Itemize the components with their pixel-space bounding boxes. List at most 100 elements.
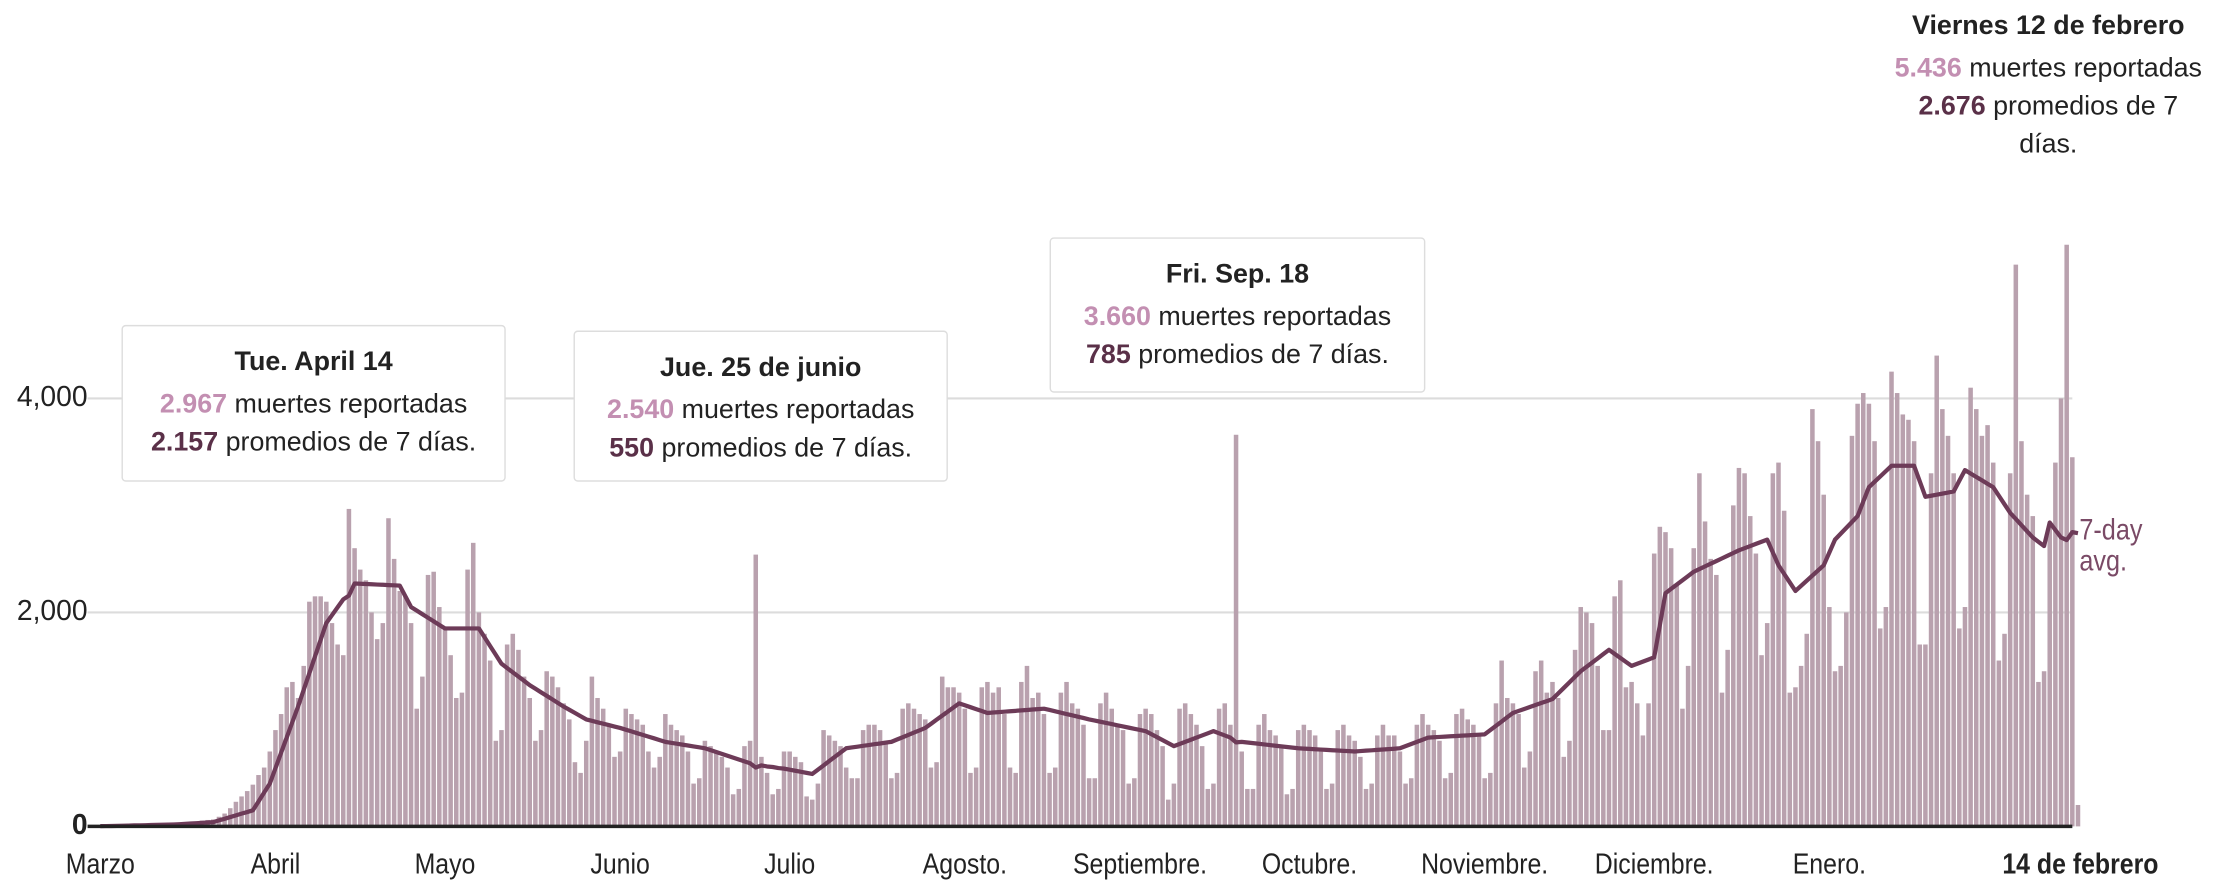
bar bbox=[1312, 735, 1318, 827]
bar bbox=[1352, 740, 1357, 827]
bar bbox=[1505, 697, 1510, 827]
bar bbox=[849, 778, 855, 827]
bar bbox=[1934, 355, 1939, 827]
bar bbox=[374, 639, 380, 827]
bar bbox=[1787, 692, 1793, 827]
bar bbox=[2075, 804, 2081, 827]
bar bbox=[979, 687, 985, 827]
bar bbox=[1047, 772, 1052, 827]
bar bbox=[1906, 419, 1911, 827]
bar bbox=[1171, 783, 1177, 827]
bar bbox=[1731, 505, 1736, 827]
bar bbox=[578, 772, 583, 827]
bar bbox=[1109, 708, 1114, 827]
bar bbox=[1697, 473, 1702, 827]
bar bbox=[1211, 783, 1216, 827]
bar bbox=[437, 607, 442, 827]
bar bbox=[1069, 703, 1075, 827]
bar bbox=[397, 590, 403, 827]
bar bbox=[968, 772, 973, 827]
bar bbox=[1369, 783, 1374, 827]
bar bbox=[1493, 703, 1499, 827]
x-tick-label: 14 de febrero bbox=[2002, 848, 2158, 880]
bar bbox=[793, 756, 798, 827]
bar bbox=[764, 772, 770, 827]
bar bbox=[250, 784, 256, 827]
bar bbox=[1216, 708, 1222, 827]
bar bbox=[917, 714, 922, 827]
bar bbox=[278, 714, 284, 827]
bar bbox=[640, 724, 646, 827]
bar bbox=[742, 746, 747, 827]
bar bbox=[832, 740, 838, 827]
bar bbox=[1646, 703, 1651, 827]
bar bbox=[945, 687, 951, 827]
bar bbox=[2070, 457, 2075, 827]
bar bbox=[1753, 553, 1759, 827]
bar bbox=[612, 756, 617, 827]
bar bbox=[1454, 714, 1459, 827]
bar bbox=[973, 767, 979, 827]
bar bbox=[312, 596, 318, 827]
bar bbox=[1329, 783, 1335, 827]
x-tick-label: Septiembre. bbox=[1073, 848, 1207, 880]
bar bbox=[239, 796, 244, 827]
bar bbox=[1589, 623, 1595, 827]
bar bbox=[1510, 703, 1516, 827]
bar bbox=[414, 708, 419, 827]
y-tick-label: 4,000 bbox=[17, 380, 88, 412]
bar bbox=[900, 708, 905, 827]
bar bbox=[1832, 671, 1838, 827]
bar bbox=[1075, 708, 1081, 827]
bar bbox=[2053, 462, 2058, 827]
bar bbox=[877, 730, 883, 827]
bar bbox=[934, 762, 939, 827]
bar bbox=[985, 681, 990, 827]
bar bbox=[1663, 532, 1668, 827]
bar bbox=[1341, 724, 1346, 827]
bar bbox=[1640, 735, 1646, 827]
bar bbox=[787, 751, 792, 827]
bar bbox=[1979, 435, 1985, 827]
bar bbox=[352, 548, 357, 827]
bar bbox=[1442, 778, 1448, 827]
bar bbox=[708, 746, 713, 827]
annotation-avg: 785 promedios de 7 días. bbox=[1051, 336, 1424, 374]
bar bbox=[759, 756, 764, 827]
bar bbox=[883, 740, 888, 827]
bar bbox=[1601, 730, 1606, 827]
bar bbox=[1137, 714, 1143, 827]
bar bbox=[1437, 740, 1442, 827]
bar bbox=[691, 783, 696, 827]
bar bbox=[403, 596, 408, 827]
bar bbox=[567, 719, 572, 827]
bar bbox=[1064, 681, 1069, 827]
bar bbox=[1188, 714, 1194, 827]
bar bbox=[2058, 398, 2064, 827]
bar bbox=[550, 676, 555, 827]
bar bbox=[1521, 767, 1527, 827]
bar bbox=[1544, 692, 1550, 827]
y-tick-label: 2,000 bbox=[17, 594, 88, 626]
bar bbox=[2007, 473, 2013, 827]
bar bbox=[561, 703, 566, 827]
bar bbox=[1776, 462, 1781, 827]
bar bbox=[1250, 788, 1256, 827]
bar bbox=[1923, 644, 1928, 827]
bar bbox=[318, 596, 323, 827]
bar bbox=[623, 708, 629, 827]
bar bbox=[1267, 730, 1273, 827]
bar bbox=[617, 751, 623, 827]
bar bbox=[2041, 671, 2047, 827]
bar bbox=[1086, 778, 1092, 827]
bar bbox=[1764, 623, 1770, 827]
bar bbox=[482, 633, 487, 827]
annotation-title: Fri. Sep. 18 bbox=[1165, 259, 1310, 290]
bar bbox=[1290, 788, 1295, 827]
bar bbox=[1595, 665, 1600, 827]
annotation: Tue. April 14 2.967 muertes reportadas 2.1… bbox=[121, 324, 506, 482]
bar bbox=[425, 574, 431, 827]
bar bbox=[1883, 607, 1889, 827]
bar bbox=[696, 778, 702, 827]
